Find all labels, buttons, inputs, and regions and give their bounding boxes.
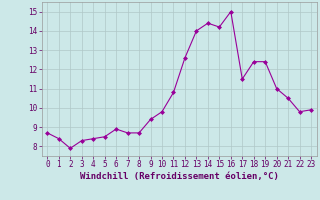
- X-axis label: Windchill (Refroidissement éolien,°C): Windchill (Refroidissement éolien,°C): [80, 172, 279, 181]
